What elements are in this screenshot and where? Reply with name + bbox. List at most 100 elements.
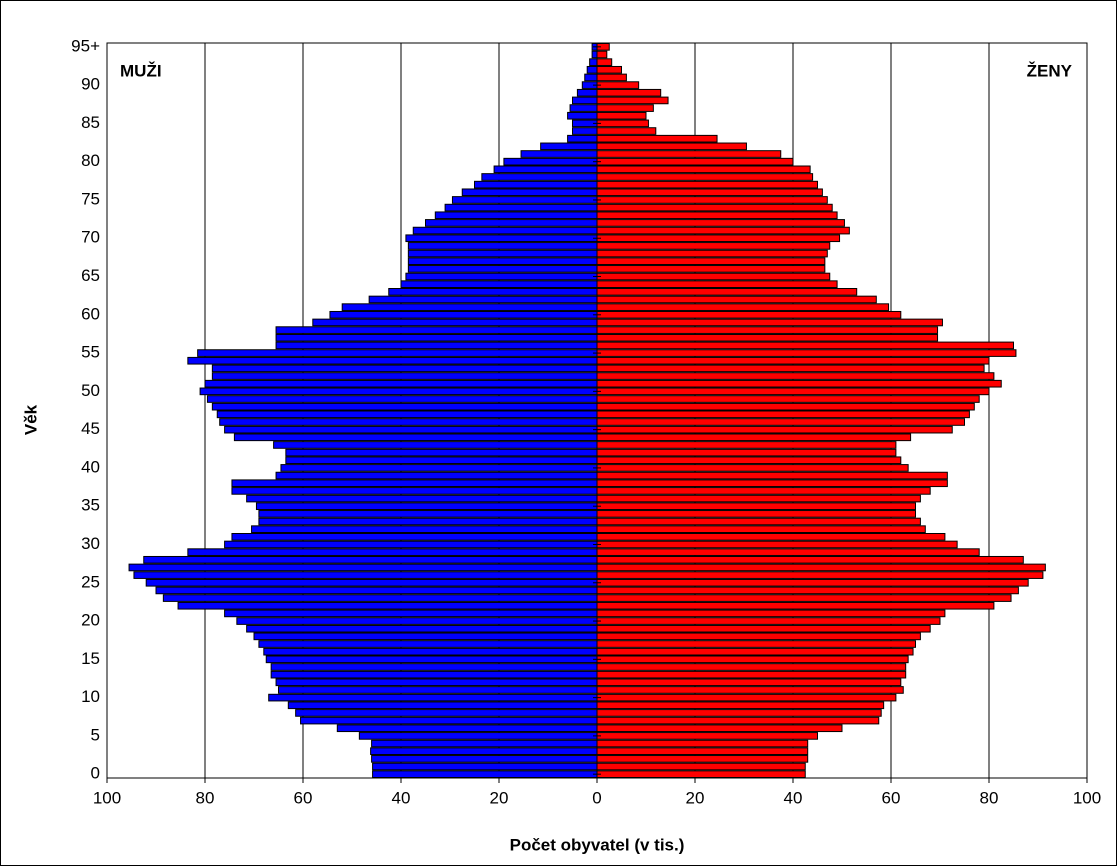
bar <box>287 701 598 710</box>
bar <box>596 196 828 204</box>
bar <box>451 196 598 204</box>
bar <box>596 402 975 411</box>
bar <box>596 563 1046 572</box>
x-tick-label: 80 <box>980 788 999 807</box>
bar <box>258 510 598 518</box>
bar <box>596 58 613 66</box>
bar <box>596 686 904 694</box>
bar <box>231 479 598 488</box>
bar <box>275 326 598 334</box>
bar <box>596 709 882 717</box>
y-tick-label: 55 <box>81 343 100 362</box>
bar <box>407 265 598 273</box>
bar <box>596 762 806 771</box>
y-tick-label: 50 <box>81 381 100 400</box>
x-tick-label: 80 <box>196 788 215 807</box>
y-tick-label: 90 <box>81 75 100 94</box>
bar <box>405 272 598 281</box>
bar <box>596 701 885 710</box>
bar <box>596 548 980 556</box>
bar <box>233 433 598 442</box>
bar <box>224 609 598 618</box>
bar <box>596 502 916 511</box>
bar <box>596 586 1019 595</box>
bar <box>211 402 598 411</box>
bar <box>412 226 598 235</box>
bar <box>540 142 598 151</box>
bar <box>596 555 1024 564</box>
bar <box>596 494 921 503</box>
bar <box>596 180 818 189</box>
bar <box>461 188 598 197</box>
y-tick-label: 70 <box>81 228 100 247</box>
bar <box>596 670 907 679</box>
x-tick-label: 40 <box>784 788 803 807</box>
bar <box>128 563 598 572</box>
bar <box>596 410 970 419</box>
bar <box>596 88 662 97</box>
bar <box>596 747 809 756</box>
x-tick-label: 60 <box>882 788 901 807</box>
y-tick-label: 65 <box>81 266 100 285</box>
bar <box>503 157 598 166</box>
bar <box>596 81 640 89</box>
bar <box>481 173 598 181</box>
bar <box>407 242 598 250</box>
bar <box>596 395 980 403</box>
bar <box>596 73 627 82</box>
bar <box>231 533 598 541</box>
bar <box>596 387 990 396</box>
bar <box>285 448 598 457</box>
bar <box>596 157 794 166</box>
bar <box>336 724 598 733</box>
bar <box>584 73 598 82</box>
bar <box>596 65 622 74</box>
bar <box>405 234 598 243</box>
y-tick-label: 35 <box>81 496 100 515</box>
bar <box>596 127 657 135</box>
y-tick-label: 15 <box>81 649 100 668</box>
x-tick-label: 40 <box>392 788 411 807</box>
bar <box>372 770 598 778</box>
bar <box>596 310 902 319</box>
bar <box>388 288 598 296</box>
bar <box>596 326 939 334</box>
bar <box>280 464 598 472</box>
bar <box>224 540 598 549</box>
bar <box>407 257 598 266</box>
bar <box>520 150 598 158</box>
y-tick-label: 0 <box>91 764 100 783</box>
bar <box>572 127 598 135</box>
bar <box>596 295 877 304</box>
bar <box>596 96 669 105</box>
bar <box>162 594 598 602</box>
bar <box>596 456 902 465</box>
bar <box>596 770 806 778</box>
bar <box>596 632 921 641</box>
bar <box>596 234 841 243</box>
bar <box>596 755 809 763</box>
y-tick-label: 75 <box>81 189 100 208</box>
bar <box>341 303 598 311</box>
bar <box>596 525 926 533</box>
bar <box>275 341 598 350</box>
bar <box>368 295 598 304</box>
bar <box>596 379 1002 388</box>
bar <box>596 601 995 610</box>
y-tick-label: 10 <box>81 687 100 706</box>
bar <box>596 226 850 235</box>
bar <box>596 165 811 174</box>
bar <box>596 640 916 648</box>
x-tick-label: 100 <box>1073 788 1101 807</box>
bar <box>596 609 946 618</box>
bar <box>596 464 909 472</box>
bar <box>474 180 598 189</box>
bar <box>255 502 598 511</box>
bar <box>258 517 598 526</box>
bar <box>434 211 598 220</box>
bar <box>596 739 809 748</box>
bar <box>596 433 912 442</box>
bar <box>572 96 598 105</box>
bar <box>596 693 897 702</box>
bar <box>596 257 826 266</box>
